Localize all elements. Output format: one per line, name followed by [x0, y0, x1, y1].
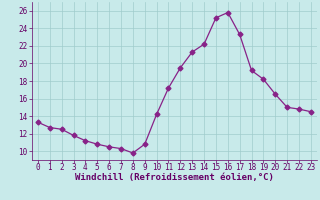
X-axis label: Windchill (Refroidissement éolien,°C): Windchill (Refroidissement éolien,°C) — [75, 173, 274, 182]
